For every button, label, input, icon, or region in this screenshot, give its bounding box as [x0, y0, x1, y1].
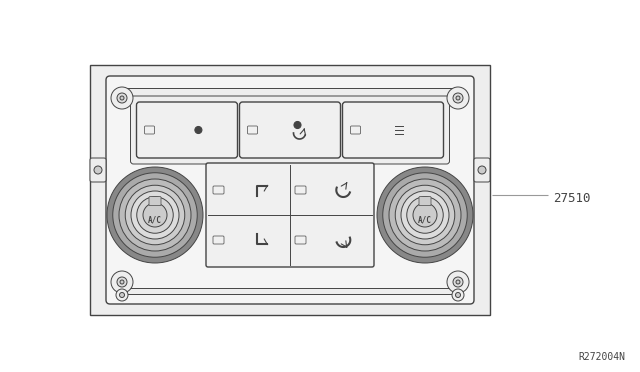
- Circle shape: [117, 277, 127, 287]
- Circle shape: [113, 173, 197, 257]
- Circle shape: [111, 87, 133, 109]
- Circle shape: [143, 203, 167, 227]
- Circle shape: [116, 289, 128, 301]
- Bar: [120, 288, 460, 294]
- Circle shape: [478, 166, 486, 174]
- Text: A/C: A/C: [148, 215, 162, 224]
- Text: A/C: A/C: [418, 215, 432, 224]
- Circle shape: [401, 191, 449, 239]
- Text: 27510: 27510: [553, 192, 591, 205]
- Circle shape: [195, 126, 202, 134]
- Circle shape: [407, 197, 444, 233]
- Circle shape: [131, 191, 179, 239]
- Circle shape: [294, 122, 301, 128]
- FancyBboxPatch shape: [145, 126, 154, 134]
- FancyBboxPatch shape: [342, 102, 444, 158]
- Circle shape: [120, 96, 124, 100]
- FancyBboxPatch shape: [90, 158, 106, 182]
- Circle shape: [447, 271, 469, 293]
- Circle shape: [377, 167, 473, 263]
- Circle shape: [383, 173, 467, 257]
- Text: R272004N: R272004N: [578, 352, 625, 362]
- Circle shape: [137, 197, 173, 233]
- Circle shape: [396, 185, 455, 245]
- FancyBboxPatch shape: [131, 96, 449, 164]
- Circle shape: [456, 96, 460, 100]
- FancyBboxPatch shape: [295, 186, 306, 194]
- FancyBboxPatch shape: [474, 158, 490, 182]
- Circle shape: [413, 203, 437, 227]
- FancyBboxPatch shape: [213, 236, 224, 244]
- FancyBboxPatch shape: [419, 196, 431, 206]
- Circle shape: [117, 93, 127, 103]
- FancyBboxPatch shape: [106, 76, 474, 304]
- Circle shape: [447, 87, 469, 109]
- FancyBboxPatch shape: [239, 102, 340, 158]
- FancyBboxPatch shape: [295, 236, 306, 244]
- Bar: [90, 65, 490, 315]
- Circle shape: [453, 93, 463, 103]
- Circle shape: [456, 280, 460, 284]
- FancyBboxPatch shape: [206, 163, 374, 267]
- Circle shape: [120, 292, 125, 298]
- Circle shape: [120, 280, 124, 284]
- Circle shape: [389, 179, 461, 251]
- Circle shape: [125, 185, 185, 245]
- Circle shape: [452, 289, 464, 301]
- FancyBboxPatch shape: [149, 196, 161, 206]
- Circle shape: [456, 292, 461, 298]
- Circle shape: [107, 167, 203, 263]
- FancyBboxPatch shape: [136, 102, 237, 158]
- FancyBboxPatch shape: [351, 126, 360, 134]
- Circle shape: [453, 277, 463, 287]
- Circle shape: [111, 271, 133, 293]
- Circle shape: [119, 179, 191, 251]
- FancyBboxPatch shape: [213, 186, 224, 194]
- Bar: [120, 88, 460, 96]
- FancyBboxPatch shape: [248, 126, 257, 134]
- Circle shape: [94, 166, 102, 174]
